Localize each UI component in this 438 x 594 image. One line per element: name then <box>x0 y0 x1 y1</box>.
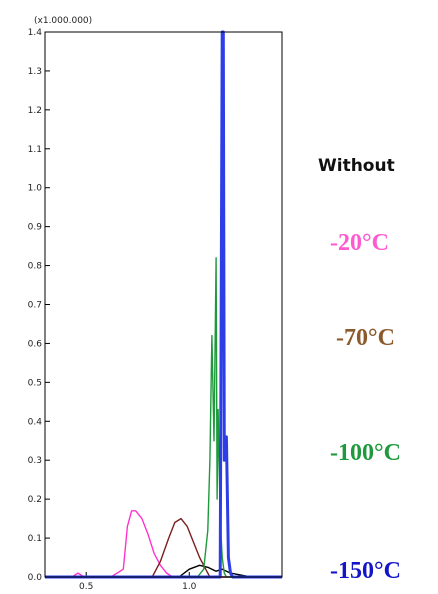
series-line-minus20 <box>45 510 282 578</box>
legend-label-without: Without <box>318 156 395 176</box>
y-tick-label: 0.0 <box>28 573 43 583</box>
legend-label-minus150: -150°C <box>330 558 401 584</box>
y-tick-label: 1.2 <box>28 106 42 116</box>
legend-label-minus100: -100°C <box>330 440 401 466</box>
series-line-minus70 <box>45 517 282 578</box>
x-tick-label: 0.5 <box>79 582 93 592</box>
y-tick-label: 1.0 <box>28 184 43 194</box>
series-line-minus150 <box>45 30 282 579</box>
y-tick-label: 0.6 <box>28 339 43 349</box>
y-tick-label: 0.4 <box>28 417 43 427</box>
legend-label-minus70: -70°C <box>336 325 395 351</box>
y-tick-label: 0.3 <box>28 456 42 466</box>
legend-label-minus20: -20°C <box>330 230 389 256</box>
axis-ticks: 0.0 0.1 0.2 0.3 0.4 0.5 0.6 0.7 0.8 0.9 1.0 1.1 1.2 1… <box>28 28 197 592</box>
y-multiplier-label: (x1.000.000) <box>34 16 92 26</box>
y-tick-label: 0.5 <box>28 378 42 388</box>
y-tick-label: 1.1 <box>28 145 42 155</box>
x-tick-label: 1.0 <box>182 582 197 592</box>
y-tick-label: 1.3 <box>28 67 42 77</box>
y-tick-label: 0.9 <box>28 223 43 233</box>
y-tick-label: 0.7 <box>28 301 42 311</box>
y-tick-label: 0.2 <box>28 495 42 505</box>
plot-frame <box>44 31 283 578</box>
y-tick-label: 0.1 <box>28 534 42 544</box>
series-layer <box>45 30 282 579</box>
series-line-minus100 <box>45 257 282 578</box>
y-tick-label: 1.4 <box>28 28 43 38</box>
y-tick-label: 0.8 <box>28 262 43 272</box>
